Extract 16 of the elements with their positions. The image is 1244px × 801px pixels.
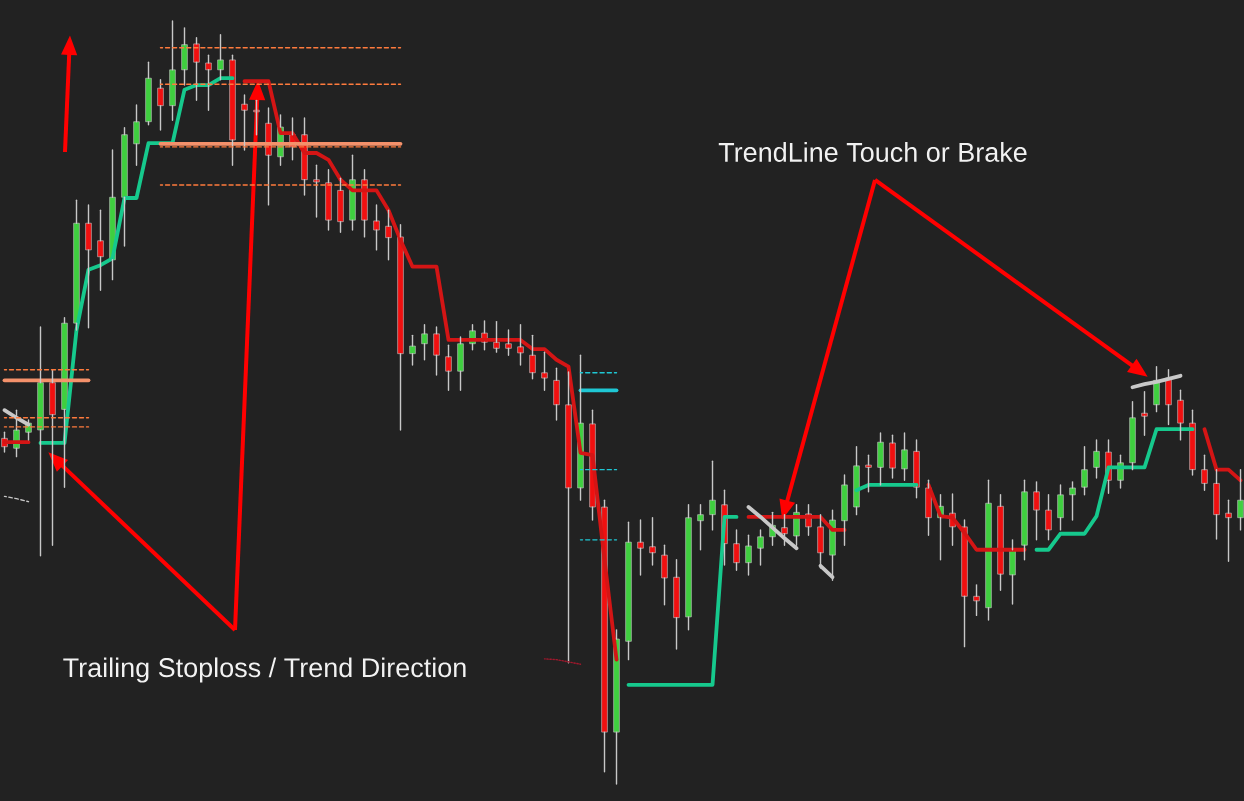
candlestick xyxy=(73,199,80,331)
candlestick xyxy=(637,519,644,576)
candlestick xyxy=(625,521,632,661)
candlestick xyxy=(37,326,44,557)
candlestick xyxy=(1141,391,1148,436)
annotation: TrendLine Touch or Brake xyxy=(718,142,1027,162)
candlestick xyxy=(1081,446,1088,496)
candlestick xyxy=(85,204,92,329)
candlestick xyxy=(61,317,68,488)
annotation: Trailing Stoploss / Trend Direction xyxy=(63,657,466,683)
candlestick xyxy=(565,371,572,664)
candlestick xyxy=(97,209,104,292)
candlestick xyxy=(229,54,236,166)
candlestick xyxy=(493,320,500,353)
candlestick xyxy=(961,519,968,648)
candlestick xyxy=(433,326,440,376)
